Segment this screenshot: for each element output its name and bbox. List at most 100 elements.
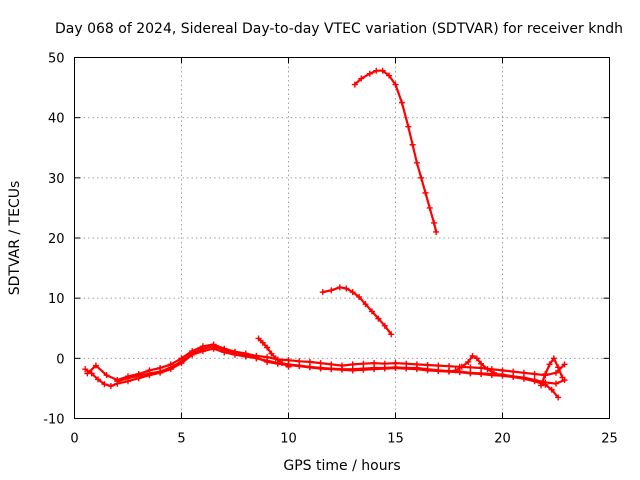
grid-lines — [74, 57, 610, 419]
x-tick-label: 15 — [387, 432, 404, 447]
data-point — [95, 376, 102, 383]
series-baseline-c-markers — [114, 343, 562, 401]
data-point — [446, 363, 452, 370]
data-point — [368, 308, 375, 315]
data-point — [561, 361, 568, 368]
data-point — [478, 370, 485, 377]
data-point — [103, 372, 110, 379]
data-point — [343, 285, 350, 292]
data-point — [366, 70, 373, 77]
data-point — [107, 383, 114, 390]
data-point — [135, 372, 142, 379]
data-point — [358, 75, 365, 82]
data-point — [555, 394, 562, 401]
data-point — [296, 363, 303, 370]
data-point — [542, 370, 549, 377]
data-point — [409, 141, 416, 148]
data-point — [356, 293, 363, 300]
data-point — [422, 189, 429, 196]
data-point — [546, 361, 553, 368]
data-point — [360, 366, 367, 373]
data-point — [82, 366, 89, 373]
data-point — [467, 364, 474, 371]
data-point — [424, 367, 431, 374]
data-point — [426, 204, 433, 211]
y-tick-label: 0 — [56, 352, 64, 367]
data-point — [253, 354, 260, 361]
data-point — [255, 335, 262, 342]
data-point — [232, 349, 238, 356]
series-baseline-spike-18-trace — [454, 354, 495, 374]
data-point — [431, 219, 438, 226]
series-mid-arc-trace — [321, 286, 393, 336]
data-point — [388, 331, 395, 338]
data-point — [381, 322, 388, 329]
series-high-arc-markers — [351, 67, 440, 235]
data-point — [520, 375, 527, 382]
x-tick-label: 20 — [494, 432, 511, 447]
data-point — [189, 350, 196, 357]
data-point — [317, 365, 324, 372]
data-point — [386, 72, 393, 79]
data-point — [285, 363, 292, 370]
data-point — [433, 228, 440, 235]
data-point — [469, 352, 476, 359]
data-point — [473, 355, 480, 362]
x-tick-label: 5 — [177, 432, 185, 447]
data-point — [360, 360, 367, 367]
data-point — [499, 372, 506, 379]
data-point — [550, 355, 557, 362]
y-tick-label: 40 — [48, 112, 65, 127]
data-point — [381, 365, 388, 372]
data-point — [210, 343, 217, 350]
data-point — [351, 81, 358, 88]
data-point — [101, 381, 108, 388]
x-tick-label: 25 — [601, 432, 618, 447]
data-point — [199, 345, 206, 352]
series-baseline-spike-22-markers — [538, 355, 566, 389]
data-point — [379, 67, 386, 74]
series-baseline-spike-9-markers — [255, 335, 292, 370]
data-point — [413, 366, 420, 373]
data-point — [520, 369, 527, 376]
data-point — [392, 81, 399, 88]
data-point — [484, 366, 491, 373]
data-point — [371, 360, 378, 367]
x-tick-label: 10 — [280, 432, 297, 447]
data-point — [84, 370, 91, 377]
data-point — [531, 370, 538, 377]
axis-ticks: 0 5 10 15 20 25 -10 0 10 20 30 40 50 — [43, 52, 618, 447]
data-point — [259, 339, 266, 346]
data-point — [272, 355, 279, 362]
data-point — [553, 380, 559, 387]
data-point — [456, 369, 463, 376]
data-point — [467, 370, 474, 377]
data-point — [553, 369, 559, 376]
data-point — [319, 289, 326, 296]
data-point — [92, 362, 99, 369]
y-tick-label: 10 — [48, 292, 65, 307]
data-point — [349, 361, 356, 368]
data-point — [306, 364, 313, 371]
y-tick-label: 50 — [48, 52, 65, 67]
data-point — [435, 367, 442, 374]
data-point — [555, 364, 562, 371]
data-point — [559, 374, 566, 381]
series-baseline-b-markers — [84, 341, 568, 383]
data-point — [264, 344, 271, 351]
data-point — [339, 366, 345, 373]
series-baseline-spike-18-markers — [452, 352, 497, 376]
data-point — [336, 284, 343, 291]
data-point — [362, 301, 369, 308]
data-point — [510, 368, 517, 375]
data-point — [167, 364, 174, 371]
y-tick-label: -10 — [43, 413, 64, 428]
data-point — [279, 360, 286, 367]
data-point — [446, 368, 452, 375]
data-point — [328, 287, 335, 294]
data-point — [452, 367, 459, 374]
data-point — [392, 364, 399, 371]
x-axis-label: GPS time / hours — [283, 458, 400, 474]
data-point — [405, 123, 412, 130]
